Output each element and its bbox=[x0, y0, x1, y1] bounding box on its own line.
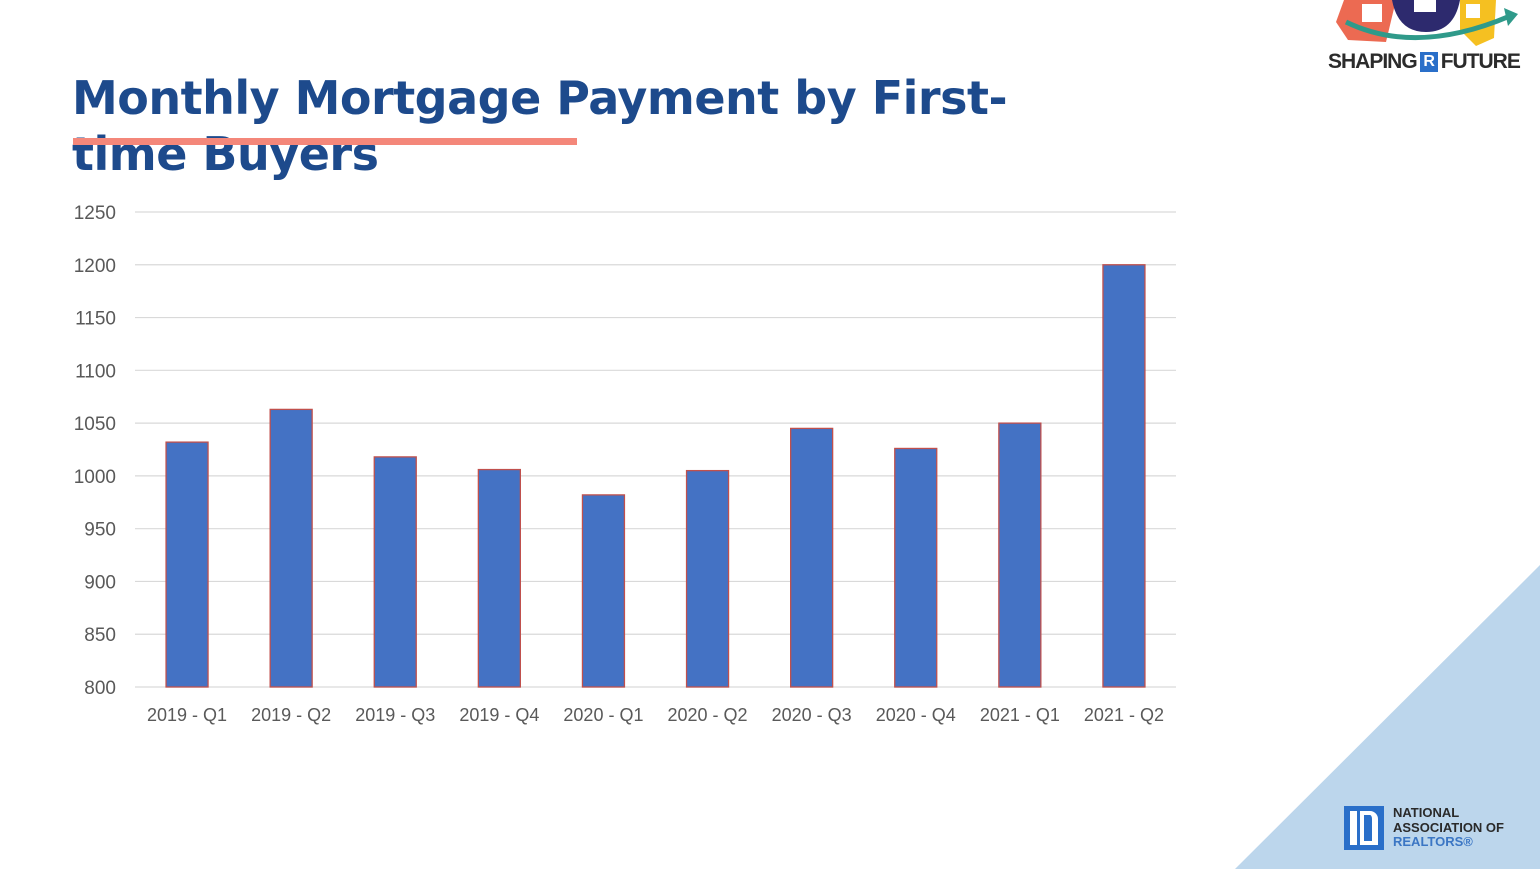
bar bbox=[477, 468, 522, 688]
x-tick-label: 2020 - Q2 bbox=[668, 705, 748, 725]
y-tick-label: 1000 bbox=[74, 467, 116, 488]
y-tick-label: 1100 bbox=[75, 361, 116, 382]
bar bbox=[998, 422, 1042, 688]
bar bbox=[165, 441, 209, 688]
nar-logo: NATIONAL ASSOCIATION OF REALTORS® bbox=[1344, 806, 1504, 850]
y-tick-label: 850 bbox=[84, 625, 116, 646]
x-tick-label: 2020 - Q1 bbox=[563, 705, 643, 725]
realtor-r-icon: R bbox=[1419, 52, 1438, 72]
x-tick-label: 2021 - Q2 bbox=[1084, 705, 1164, 725]
y-tick-label: 950 bbox=[84, 520, 116, 541]
bar bbox=[685, 469, 730, 688]
x-tick-label: 2021 - Q1 bbox=[980, 705, 1060, 725]
shaping-future-logo: SHAPING R FUTURE bbox=[1328, 50, 1521, 74]
x-tick-label: 2019 - Q3 bbox=[355, 705, 435, 725]
y-tick-label: 1050 bbox=[74, 414, 116, 435]
bar bbox=[1102, 264, 1146, 688]
realtor-r-logo-icon bbox=[1344, 806, 1384, 850]
x-tick-label: 2020 - Q3 bbox=[772, 705, 852, 725]
title-underline bbox=[73, 138, 577, 145]
bar bbox=[269, 408, 313, 688]
y-tick-label: 1200 bbox=[74, 256, 116, 277]
nar-line-2: ASSOCIATION OF bbox=[1393, 819, 1504, 835]
nar-line-1: NATIONAL bbox=[1393, 805, 1460, 821]
x-tick-label: 2019 - Q4 bbox=[459, 705, 539, 725]
x-tick-label: 2019 - Q2 bbox=[251, 705, 331, 725]
bar bbox=[790, 427, 834, 688]
nar-line-3: REALTORS® bbox=[1393, 834, 1473, 850]
y-tick-label: 1150 bbox=[75, 309, 116, 330]
x-tick-label: 2020 - Q4 bbox=[876, 705, 956, 725]
y-tick-label: 800 bbox=[84, 678, 116, 699]
slide-title: Monthly Mortgage Payment by First-time B… bbox=[72, 71, 1008, 181]
x-tick-label: 2019 - Q1 bbox=[147, 705, 227, 725]
logo-text-future: FUTURE bbox=[1440, 50, 1521, 73]
logo-text-shaping: SHAPING bbox=[1328, 50, 1418, 73]
bar bbox=[894, 447, 938, 688]
bar bbox=[581, 494, 626, 688]
bar bbox=[373, 456, 417, 688]
y-tick-label: 1250 bbox=[74, 203, 116, 224]
shaping-future-logo-graphic bbox=[1336, 0, 1518, 46]
nar-logo-text: NATIONAL ASSOCIATION OF REALTORS® bbox=[1393, 806, 1504, 850]
y-tick-label: 900 bbox=[84, 572, 116, 593]
